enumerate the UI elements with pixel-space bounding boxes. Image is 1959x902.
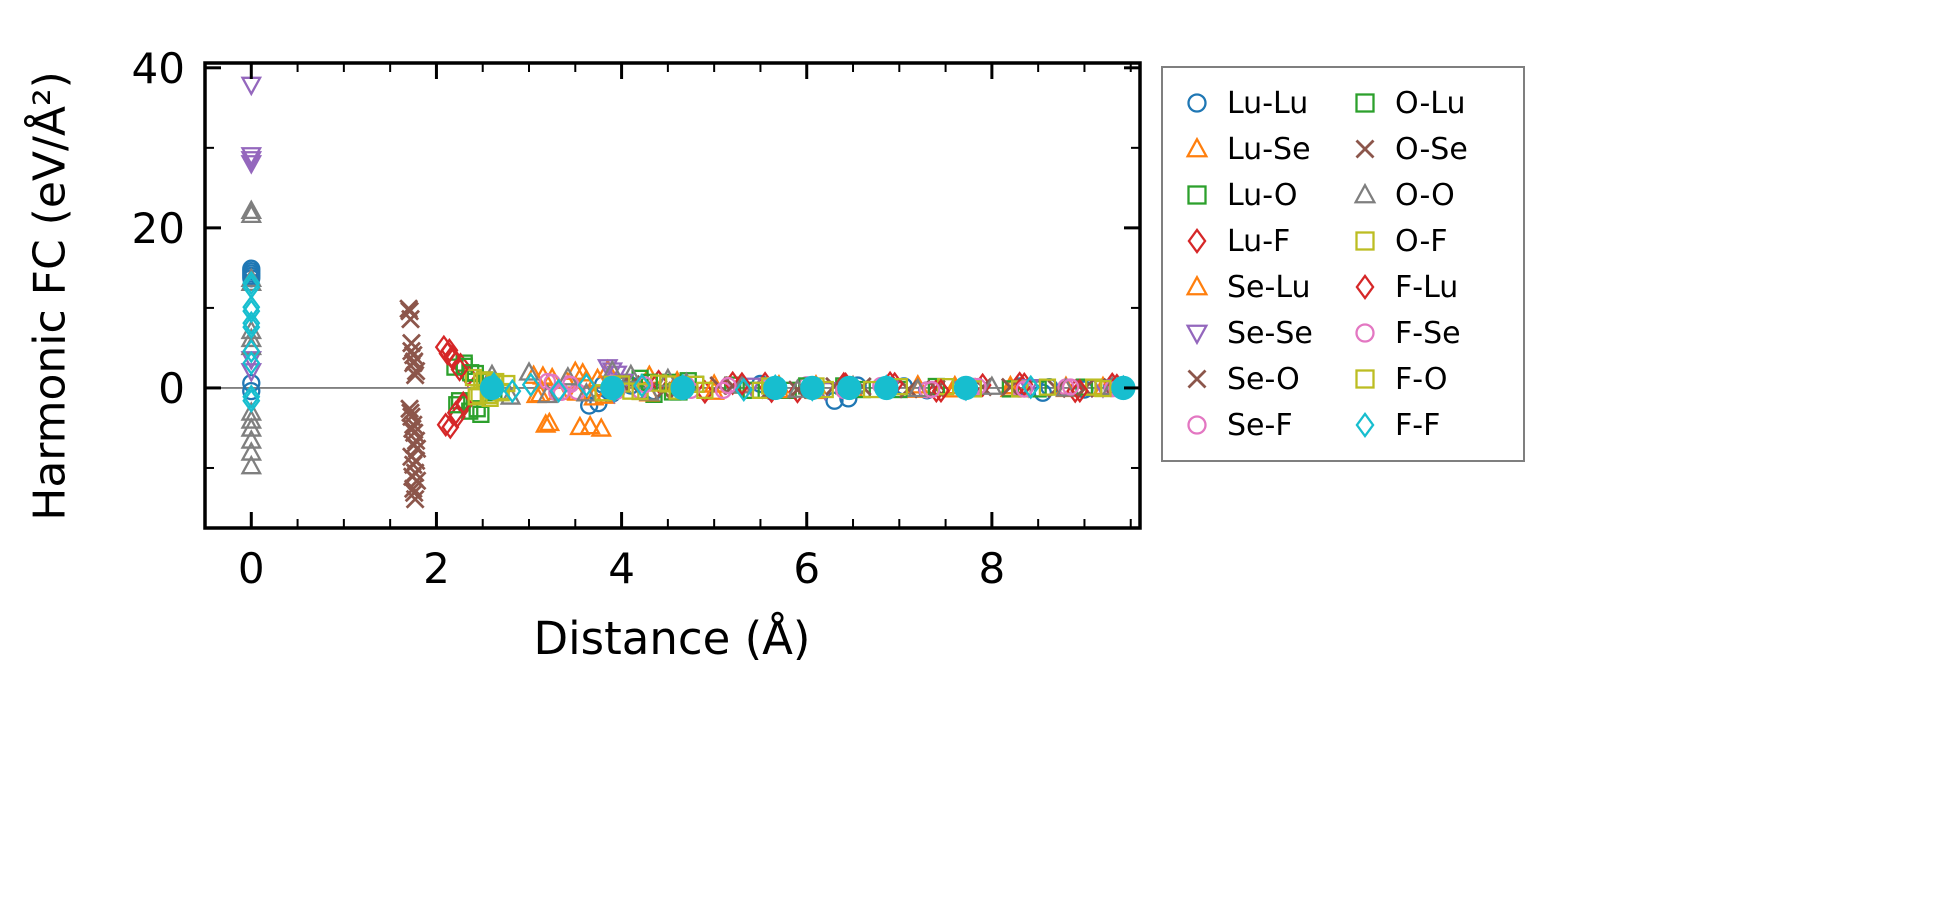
x-tick-label: 6 xyxy=(793,544,820,593)
square-marker-icon xyxy=(1355,231,1375,251)
legend-label: Lu-Lu xyxy=(1227,85,1309,121)
legend-item-F-Se: F-Se xyxy=(1347,316,1515,351)
legend-label: Se-Lu xyxy=(1227,269,1311,305)
x-tick-label: 0 xyxy=(238,544,265,593)
circle-marker-icon xyxy=(1187,415,1207,435)
square-marker-icon xyxy=(1355,369,1375,389)
legend-entries: Lu-Lu Lu-Se Lu-O Lu-F Se-Lu Se-Se Se-O Se-F O-Lu… xyxy=(1179,80,1515,448)
circle-marker-icon xyxy=(1355,323,1375,343)
legend-label: Lu-F xyxy=(1227,223,1291,259)
x-axis-label: Distance (Å) xyxy=(533,612,811,665)
legend-item-Lu-O: Lu-O xyxy=(1179,178,1347,213)
y-tick-label: 40 xyxy=(132,44,185,93)
legend-label: F-Se xyxy=(1395,315,1461,351)
legend-item-Se-Se: Se-Se xyxy=(1179,316,1347,351)
legend-item-Se-Lu: Se-Lu xyxy=(1179,270,1347,305)
x-tick-label: 2 xyxy=(423,544,450,593)
square-marker-icon xyxy=(1187,185,1207,205)
legend-item-O-O: O-O xyxy=(1347,178,1515,213)
legend-item-O-F: O-F xyxy=(1347,224,1515,259)
y-axis-label: Harmonic FC (eV/Å²) xyxy=(24,71,76,521)
legend-label: O-O xyxy=(1395,177,1455,213)
circle-marker-icon xyxy=(1187,93,1207,113)
square-marker-icon xyxy=(1355,93,1375,113)
y-tick-label: 0 xyxy=(158,364,185,413)
x-marker-icon xyxy=(1355,139,1375,159)
legend-item-F-O: F-O xyxy=(1347,362,1515,397)
legend-item-Lu-Lu: Lu-Lu xyxy=(1179,86,1347,121)
diamond-marker-icon xyxy=(1355,274,1375,300)
series-O-O xyxy=(240,199,1123,475)
legend-label: Lu-O xyxy=(1227,177,1298,213)
legend-item-O-Lu: O-Lu xyxy=(1347,86,1515,121)
diamond-marker-icon xyxy=(1187,228,1207,254)
legend-label: Se-O xyxy=(1227,361,1300,397)
legend-label: O-Se xyxy=(1395,131,1468,167)
legend-label: F-Lu xyxy=(1395,269,1459,305)
legend-item-F-F: F-F xyxy=(1347,408,1515,443)
series-Se-Se xyxy=(240,76,1114,405)
y-tick-label: 20 xyxy=(132,204,185,253)
legend-label: O-Lu xyxy=(1395,85,1466,121)
legend-label: O-F xyxy=(1395,223,1448,259)
legend-label: Se-Se xyxy=(1227,315,1313,351)
triangle-down-marker-icon xyxy=(1185,324,1209,346)
legend-label: Lu-Se xyxy=(1227,131,1311,167)
x-marker-icon xyxy=(1187,369,1207,389)
x-tick-label: 4 xyxy=(608,544,635,593)
legend-item-O-Se: O-Se xyxy=(1347,132,1515,167)
axes-spine xyxy=(203,61,1142,530)
legend-item-Lu-Se: Lu-Se xyxy=(1179,132,1347,167)
triangle-up-marker-icon xyxy=(1185,136,1209,158)
series-F-F-filled xyxy=(479,375,1136,401)
triangle-up-marker-icon xyxy=(1353,182,1377,204)
legend-label: F-O xyxy=(1395,361,1448,397)
legend-item-Se-F: Se-F xyxy=(1179,408,1347,443)
series-O-Se xyxy=(400,301,1094,503)
triangle-up-marker-icon xyxy=(1185,274,1209,296)
legend-item-F-Lu: F-Lu xyxy=(1347,270,1515,305)
legend-label: Se-F xyxy=(1227,407,1293,443)
legend-item-Se-O: Se-O xyxy=(1179,362,1347,397)
x-tick-label: 8 xyxy=(979,544,1006,593)
diamond-marker-icon xyxy=(1355,412,1375,438)
legend-label: F-F xyxy=(1395,407,1441,443)
legend-box: Lu-Lu Lu-Se Lu-O Lu-F Se-Lu Se-Se Se-O Se-F O-Lu… xyxy=(1161,66,1525,462)
legend-item-Lu-F: Lu-F xyxy=(1179,224,1347,259)
